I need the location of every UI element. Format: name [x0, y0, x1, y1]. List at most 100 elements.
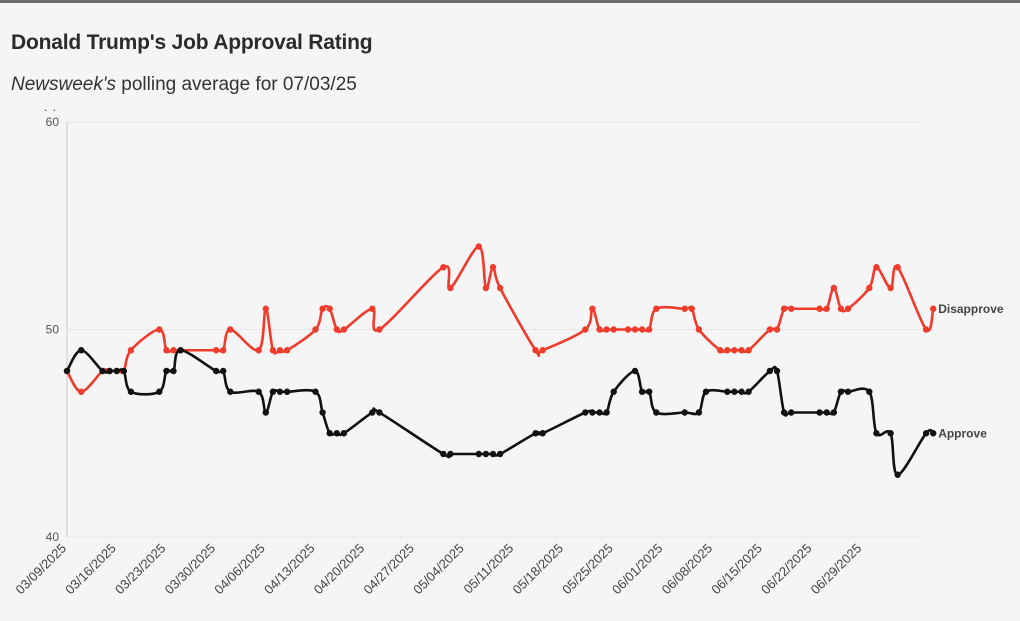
approve-point-58	[844, 388, 852, 395]
approve-point-14	[255, 388, 262, 395]
approve-point-13	[227, 388, 234, 395]
disapprove-point-53	[773, 326, 781, 333]
disapprove-point-18	[283, 347, 291, 354]
approve-series-label: Approve	[938, 426, 987, 440]
approve-point-11	[212, 367, 220, 375]
approve-point-9	[170, 367, 177, 375]
approve-point-24	[369, 409, 376, 416]
approve-point-38	[610, 388, 617, 395]
approve-point-18	[283, 388, 291, 395]
x-tick-label-5: 04/13/2025	[261, 541, 318, 598]
disapprove-point-64	[894, 264, 901, 271]
disapprove-point-59	[837, 305, 845, 312]
disapprove-point-47	[717, 347, 724, 354]
disapprove-point-21	[326, 305, 333, 312]
approve-point-39	[631, 367, 639, 375]
disapprove-point-14	[255, 347, 262, 354]
approve-point-45	[702, 388, 710, 395]
approve-point-59	[866, 388, 873, 395]
disapprove-point-45	[688, 305, 695, 312]
approve-point-5	[120, 367, 128, 375]
approve-point-15	[262, 409, 269, 416]
subtitle-text: polling average for 07/03/25	[116, 74, 357, 95]
x-tick-label-15: 06/22/2025	[758, 541, 815, 598]
approve-point-48	[738, 388, 745, 395]
approve-point-30	[489, 450, 497, 458]
approve-point-20	[319, 409, 326, 416]
top-rule	[0, 0, 1020, 3]
x-tick-label-3: 03/30/2025	[162, 541, 219, 598]
disapprove-point-9	[170, 347, 177, 354]
approve-point-34	[582, 409, 589, 416]
approve-point-64	[930, 430, 937, 437]
approve-point-19	[312, 388, 319, 395]
approve-point-50	[766, 367, 774, 375]
x-tick-label-1: 03/16/2025	[62, 541, 119, 598]
approve-point-22	[333, 430, 340, 437]
approve-point-35	[589, 409, 596, 416]
approve-point-6	[127, 388, 135, 395]
approve-point-44	[695, 409, 703, 416]
disapprove-point-48	[724, 347, 731, 354]
disapprove-point-1	[78, 388, 85, 395]
x-tick-label-14: 06/15/2025	[708, 541, 765, 598]
series-labels: Disapprove Approve	[938, 302, 1004, 441]
approve-point-62	[894, 471, 901, 478]
x-tick-label-12: 06/01/2025	[609, 541, 666, 598]
x-axis: 03/09/202503/16/202503/23/202503/30/2025…	[12, 541, 864, 598]
series-layer	[63, 243, 937, 478]
approve-point-8	[163, 367, 170, 375]
chart-subtitle: Newsweek's polling average for 07/03/25	[11, 74, 357, 96]
x-tick-label-2: 03/23/2025	[112, 541, 169, 598]
approve-point-1	[78, 347, 85, 354]
disapprove-point-6	[127, 347, 135, 354]
approve-point-2	[99, 367, 106, 375]
x-tick-label-11: 05/25/2025	[559, 541, 616, 598]
disapprove-point-23	[340, 326, 348, 333]
approve-point-16	[269, 388, 277, 395]
approve-point-56	[830, 409, 837, 416]
approve-point-53	[788, 409, 795, 416]
approve-point-32	[532, 430, 539, 437]
disapprove-point-65	[922, 326, 930, 333]
disapprove-point-19	[312, 326, 319, 333]
disapprove-point-30	[489, 264, 497, 271]
disapprove-series-label: Disapprove	[938, 302, 1004, 316]
approve-point-23	[340, 430, 348, 437]
disapprove-point-62	[873, 264, 880, 271]
disapprove-point-46	[695, 326, 703, 333]
disapprove-point-66	[930, 305, 937, 312]
x-tick-label-16: 06/29/2025	[808, 541, 865, 598]
disapprove-point-41	[638, 326, 646, 333]
disapprove-point-51	[745, 347, 752, 354]
chart-title: Donald Trump's Job Approval Rating	[11, 31, 373, 54]
disapprove-point-57	[823, 305, 830, 312]
approve-point-40	[638, 388, 646, 395]
disapprove-point-25	[376, 326, 383, 333]
disapprove-point-34	[582, 326, 589, 333]
approve-point-29	[482, 450, 490, 458]
x-tick-label-6: 04/20/2025	[311, 541, 368, 598]
x-tick-label-7: 04/27/2025	[360, 541, 417, 598]
x-tick-label-13: 06/08/2025	[659, 541, 716, 598]
disapprove-point-60	[844, 305, 852, 312]
disapprove-point-38	[610, 326, 617, 333]
approve-point-46	[724, 388, 731, 395]
disapprove-point-26	[440, 264, 447, 271]
disapprove-point-54	[780, 305, 788, 312]
approve-point-60	[873, 430, 880, 437]
disapprove-point-27	[447, 284, 454, 292]
x-tick-label-8: 05/04/2025	[410, 541, 467, 598]
x-tick-label-4: 04/06/2025	[211, 541, 268, 598]
approve-point-17	[276, 388, 284, 395]
disapprove-point-63	[887, 284, 894, 292]
approve-point-42	[653, 409, 660, 416]
disapprove-point-56	[816, 305, 823, 312]
disapprove-point-49	[731, 347, 738, 354]
grid-layer	[67, 121, 920, 538]
disapprove-point-43	[653, 305, 660, 312]
disapprove-point-17	[276, 347, 284, 354]
approve-point-25	[376, 409, 383, 416]
approve-point-63	[922, 430, 930, 437]
